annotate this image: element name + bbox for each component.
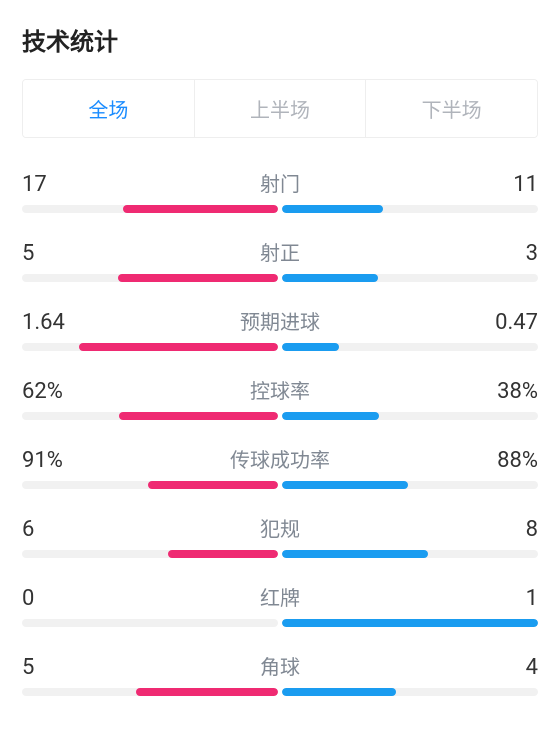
stats-list: 17射门115射正31.64预期进球0.4762%控球率38%91%传球成功率8… xyxy=(22,168,538,696)
stat-bars xyxy=(22,274,538,282)
tab-2[interactable]: 下半场 xyxy=(365,80,537,137)
stat-header: 91%传球成功率88% xyxy=(22,444,538,473)
stat-label: 犯规 xyxy=(82,513,478,542)
stat-value-left: 17 xyxy=(22,172,82,197)
bar-track-left xyxy=(22,274,278,282)
stat-row: 91%传球成功率88% xyxy=(22,444,538,489)
stat-header: 0红牌1 xyxy=(22,582,538,611)
stat-header: 1.64预期进球0.47 xyxy=(22,306,538,335)
bar-track-right xyxy=(282,412,538,420)
tab-0[interactable]: 全场 xyxy=(23,80,194,137)
bar-fill-right xyxy=(282,412,379,420)
stat-bars xyxy=(22,205,538,213)
bar-fill-right xyxy=(282,205,383,213)
bar-track-left xyxy=(22,688,278,696)
stat-bars xyxy=(22,343,538,351)
stat-value-right: 38% xyxy=(478,379,538,404)
bar-track-left xyxy=(22,481,278,489)
stat-header: 6犯规8 xyxy=(22,513,538,542)
stat-row: 62%控球率38% xyxy=(22,375,538,420)
tab-1[interactable]: 上半场 xyxy=(194,80,366,137)
stat-row: 6犯规8 xyxy=(22,513,538,558)
stat-label: 红牌 xyxy=(82,582,478,611)
bar-track-right xyxy=(282,550,538,558)
stat-value-right: 3 xyxy=(478,241,538,266)
bar-track-left xyxy=(22,412,278,420)
bar-track-right xyxy=(282,688,538,696)
period-tabs: 全场上半场下半场 xyxy=(22,79,538,138)
stat-header: 62%控球率38% xyxy=(22,375,538,404)
stat-bars xyxy=(22,481,538,489)
bar-fill-right xyxy=(282,481,408,489)
stat-row: 17射门11 xyxy=(22,168,538,213)
bar-track-left xyxy=(22,205,278,213)
stat-value-left: 6 xyxy=(22,517,82,542)
bar-fill-left xyxy=(119,412,278,420)
stat-value-right: 4 xyxy=(478,655,538,680)
stat-header: 5角球4 xyxy=(22,651,538,680)
stat-label: 预期进球 xyxy=(82,306,478,335)
stat-row: 0红牌1 xyxy=(22,582,538,627)
stat-bars xyxy=(22,619,538,627)
stat-value-left: 5 xyxy=(22,241,82,266)
bar-fill-right xyxy=(282,274,378,282)
panel-title: 技术统计 xyxy=(22,22,538,57)
stat-value-left: 1.64 xyxy=(22,310,82,335)
bar-track-right xyxy=(282,619,538,627)
stat-value-left: 91% xyxy=(22,448,82,473)
stat-row: 5角球4 xyxy=(22,651,538,696)
bar-fill-right xyxy=(282,619,538,627)
bar-fill-left xyxy=(148,481,278,489)
stat-value-right: 8 xyxy=(478,517,538,542)
bar-fill-right xyxy=(282,550,428,558)
stat-value-left: 0 xyxy=(22,586,82,611)
stat-header: 17射门11 xyxy=(22,168,538,197)
bar-fill-right xyxy=(282,688,396,696)
stat-bars xyxy=(22,688,538,696)
stats-panel: 技术统计 全场上半场下半场 17射门115射正31.64预期进球0.4762%控… xyxy=(0,0,560,742)
bar-track-right xyxy=(282,274,538,282)
bar-track-right xyxy=(282,343,538,351)
bar-track-left xyxy=(22,550,278,558)
bar-fill-left xyxy=(136,688,278,696)
bar-fill-left xyxy=(118,274,278,282)
stat-value-left: 5 xyxy=(22,655,82,680)
stat-value-right: 11 xyxy=(478,172,538,197)
stat-row: 1.64预期进球0.47 xyxy=(22,306,538,351)
bar-track-left xyxy=(22,343,278,351)
stat-value-right: 88% xyxy=(478,448,538,473)
bar-fill-right xyxy=(282,343,339,351)
bar-fill-left xyxy=(123,205,278,213)
stat-bars xyxy=(22,412,538,420)
stat-label: 控球率 xyxy=(82,375,478,404)
stat-value-right: 0.47 xyxy=(478,310,538,335)
stat-label: 传球成功率 xyxy=(82,444,478,473)
bar-fill-left xyxy=(168,550,278,558)
stat-value-right: 1 xyxy=(478,586,538,611)
stat-label: 射正 xyxy=(82,237,478,266)
stat-value-left: 62% xyxy=(22,379,82,404)
stat-label: 射门 xyxy=(82,168,478,197)
stat-label: 角球 xyxy=(82,651,478,680)
stat-header: 5射正3 xyxy=(22,237,538,266)
bar-track-left xyxy=(22,619,278,627)
bar-fill-left xyxy=(79,343,278,351)
bar-track-right xyxy=(282,481,538,489)
stat-bars xyxy=(22,550,538,558)
stat-row: 5射正3 xyxy=(22,237,538,282)
bar-track-right xyxy=(282,205,538,213)
